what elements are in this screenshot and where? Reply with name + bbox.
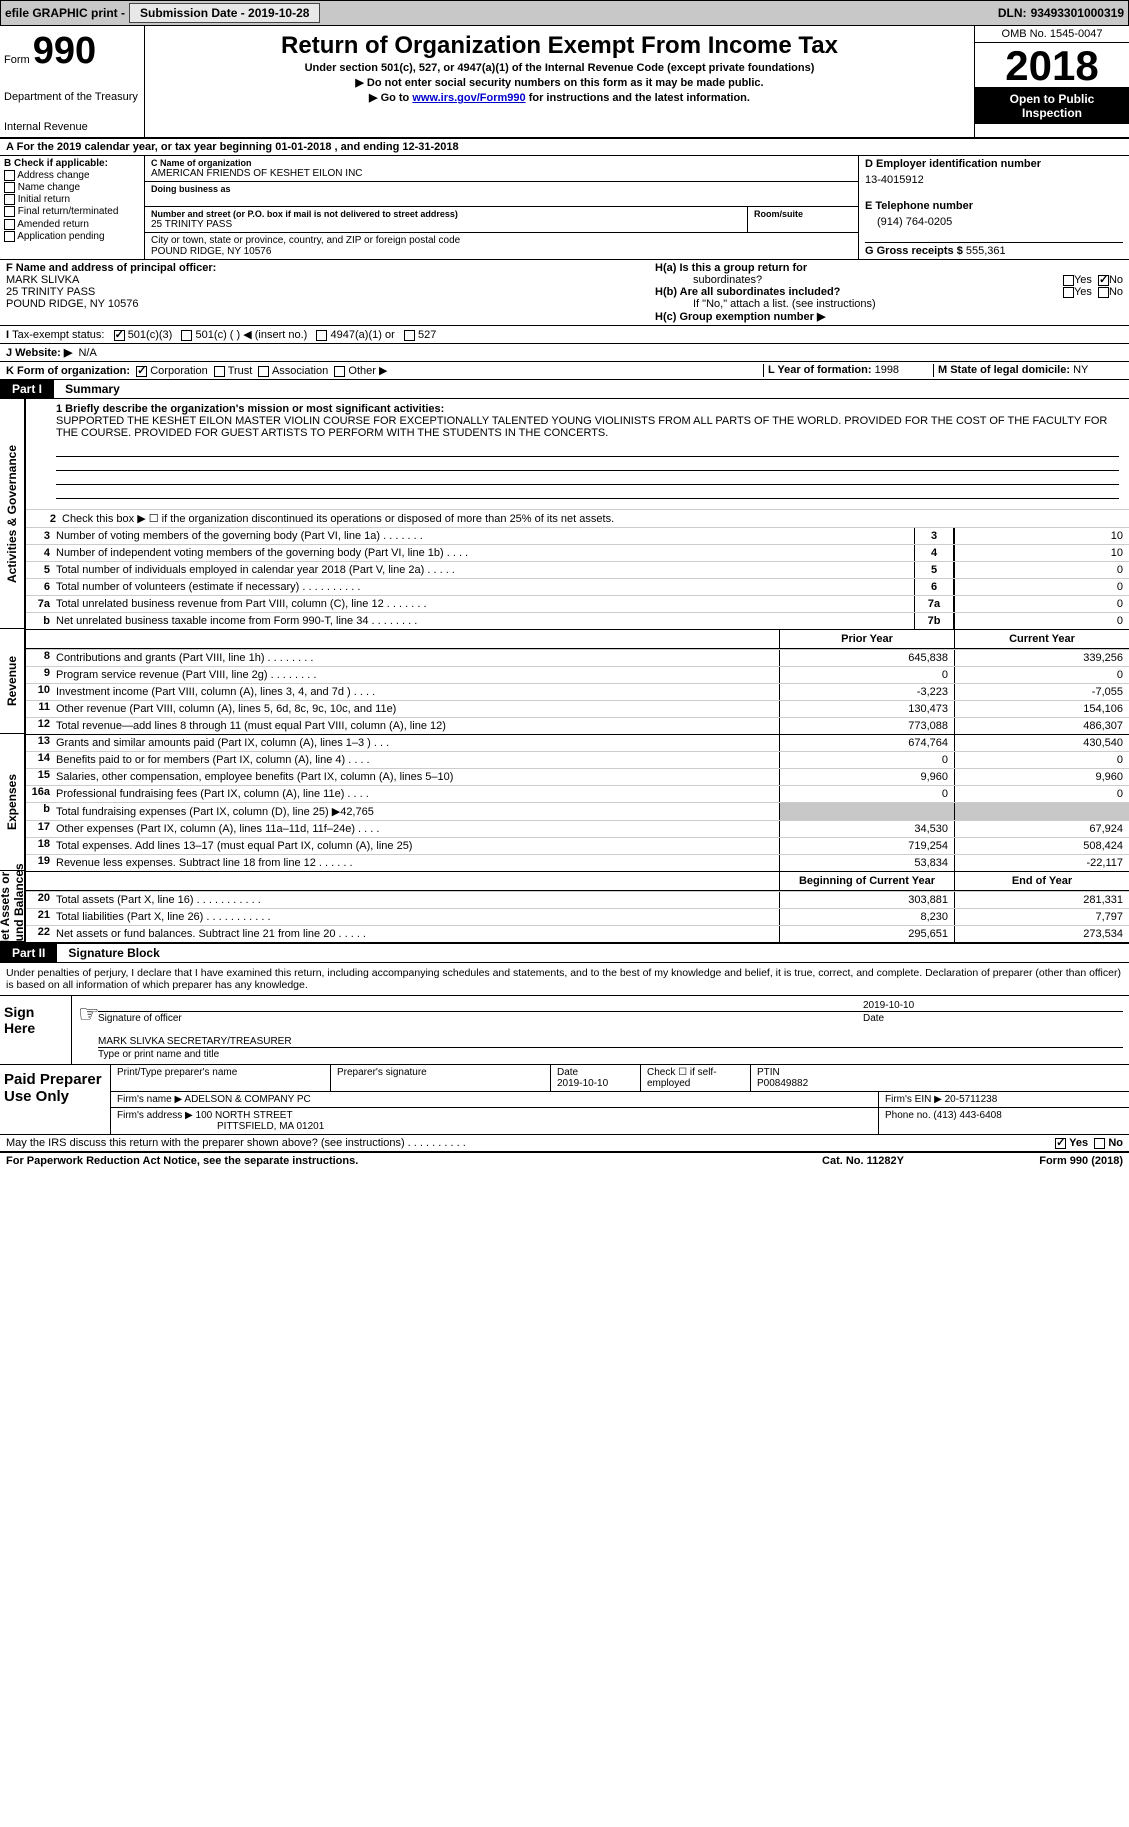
cb-other[interactable]: Other ▶ bbox=[334, 365, 387, 377]
form-header: Form 990 Department of the Treasury Inte… bbox=[0, 26, 1129, 139]
revenue-section: Revenue Prior YearCurrent Year 8Contribu… bbox=[0, 629, 1129, 734]
officer-name: MARK SLIVKA bbox=[6, 274, 79, 286]
cb-4947[interactable]: 4947(a)(1) or bbox=[316, 329, 394, 341]
website-value: N/A bbox=[78, 347, 96, 359]
irs-link[interactable]: www.irs.gov/Form990 bbox=[412, 92, 525, 104]
dln-value: 93493301000319 bbox=[1031, 6, 1124, 20]
part-2-header: Part II Signature Block bbox=[0, 942, 1129, 963]
year-formation: 1998 bbox=[875, 364, 899, 376]
cb-501c[interactable]: 501(c) ( ) ◀ (insert no.) bbox=[181, 329, 307, 341]
firm-phone: (413) 443-6408 bbox=[933, 1110, 1001, 1121]
box-b: B Check if applicable: Address change Na… bbox=[0, 156, 145, 259]
dln-label: DLN: bbox=[998, 6, 1027, 20]
cb-name-change[interactable]: Name change bbox=[4, 182, 140, 193]
omb-number: OMB No. 1545-0047 bbox=[975, 26, 1129, 43]
cb-address-change[interactable]: Address change bbox=[4, 170, 140, 181]
side-expenses: Expenses bbox=[5, 774, 19, 830]
h-a-no[interactable]: No bbox=[1098, 274, 1123, 286]
box-c: C Name of organization AMERICAN FRIENDS … bbox=[145, 156, 859, 259]
mission-text: SUPPORTED THE KESHET EILON MASTER VIOLIN… bbox=[56, 415, 1107, 439]
side-revenue: Revenue bbox=[5, 656, 19, 706]
form-subtitle: Under section 501(c), 527, or 4947(a)(1)… bbox=[151, 62, 968, 74]
expenses-section: Expenses 13Grants and similar amounts pa… bbox=[0, 734, 1129, 871]
discuss-with-preparer-row: May the IRS discuss this return with the… bbox=[0, 1134, 1129, 1153]
cb-initial-return[interactable]: Initial return bbox=[4, 194, 140, 205]
cb-final-return[interactable]: Final return/terminated bbox=[4, 206, 140, 217]
open-to-public: Open to Public Inspection bbox=[975, 88, 1129, 124]
k-l-m-row: K Form of organization: Corporation Trus… bbox=[0, 362, 1129, 380]
discuss-yes[interactable]: Yes bbox=[1055, 1137, 1088, 1149]
h-b-no[interactable]: No bbox=[1098, 286, 1123, 298]
firm-address: 100 NORTH STREET bbox=[196, 1110, 293, 1121]
gross-receipts: 555,361 bbox=[966, 245, 1006, 257]
page-footer: For Paperwork Reduction Act Notice, see … bbox=[0, 1153, 1129, 1169]
cb-corporation[interactable]: Corporation bbox=[136, 365, 208, 377]
paid-preparer-block: Paid Preparer Use Only Print/Type prepar… bbox=[0, 1064, 1129, 1134]
telephone: (914) 764-0205 bbox=[865, 212, 1123, 242]
efile-label: efile GRAPHIC print - bbox=[5, 6, 125, 20]
city-state-zip: POUND RIDGE, NY 10576 bbox=[151, 246, 852, 257]
net-assets-section: Net Assets orFund Balances Beginning of … bbox=[0, 871, 1129, 942]
goto-line: ▶ Go to www.irs.gov/Form990 for instruct… bbox=[151, 91, 968, 104]
ptin: P00849882 bbox=[757, 1078, 808, 1089]
check-self-employed[interactable]: Check ☐ if self-employed bbox=[641, 1065, 751, 1091]
state-domicile: NY bbox=[1073, 364, 1088, 376]
tax-exempt-status-row: I Tax-exempt status: 501(c)(3) 501(c) ( … bbox=[0, 326, 1129, 344]
form-word: Form bbox=[4, 54, 30, 66]
cb-amended-return[interactable]: Amended return bbox=[4, 219, 140, 230]
cb-527[interactable]: 527 bbox=[404, 329, 436, 341]
h-b-yes[interactable]: Yes bbox=[1063, 286, 1092, 298]
cb-association[interactable]: Association bbox=[258, 365, 328, 377]
f-h-block: F Name and address of principal officer:… bbox=[0, 260, 1129, 326]
ein: 13-4015912 bbox=[865, 170, 1123, 200]
side-net-assets: Net Assets orFund Balances bbox=[0, 863, 26, 948]
tax-period-row: A For the 2019 calendar year, or tax yea… bbox=[0, 139, 1129, 156]
part-1-header: Part I Summary bbox=[0, 380, 1129, 399]
cb-trust[interactable]: Trust bbox=[214, 365, 253, 377]
activities-governance-section: Activities & Governance 1 Briefly descri… bbox=[0, 399, 1129, 629]
firm-name: ADELSON & COMPANY PC bbox=[184, 1094, 310, 1105]
tax-year: 2018 bbox=[975, 43, 1129, 88]
cb-application-pending[interactable]: Application pending bbox=[4, 231, 140, 242]
dept-treasury: Department of the Treasury bbox=[4, 91, 140, 103]
form-title: Return of Organization Exempt From Incom… bbox=[151, 32, 968, 60]
firm-ein: 20-5711238 bbox=[945, 1094, 998, 1105]
officer-name-title: MARK SLIVKA SECRETARY/TREASURER bbox=[98, 1036, 1123, 1047]
side-activities-governance: Activities & Governance bbox=[5, 444, 19, 582]
street-address: 25 TRINITY PASS bbox=[151, 219, 741, 230]
dept-irs: Internal Revenue bbox=[4, 121, 140, 133]
identity-block: B Check if applicable: Address change Na… bbox=[0, 156, 1129, 260]
discuss-no[interactable]: No bbox=[1094, 1137, 1123, 1149]
h-a-yes[interactable]: Yes bbox=[1063, 274, 1092, 286]
perjury-statement: Under penalties of perjury, I declare th… bbox=[0, 963, 1129, 996]
submission-date-pill: Submission Date - 2019-10-28 bbox=[129, 3, 320, 23]
top-efile-bar: efile GRAPHIC print - Submission Date - … bbox=[0, 0, 1129, 26]
cb-501c3[interactable]: 501(c)(3) bbox=[114, 329, 173, 341]
box-d-e-g: D Employer identification number 13-4015… bbox=[859, 156, 1129, 259]
website-row: J Website: ▶ N/A bbox=[0, 344, 1129, 362]
org-name: AMERICAN FRIENDS OF KESHET EILON INC bbox=[151, 168, 852, 179]
sign-here-block: Sign Here ☞ 2019-10-10 Signature of offi… bbox=[0, 996, 1129, 1064]
warning-ssn: ▶ Do not enter social security numbers o… bbox=[151, 76, 968, 89]
form-number: 990 bbox=[33, 30, 96, 72]
